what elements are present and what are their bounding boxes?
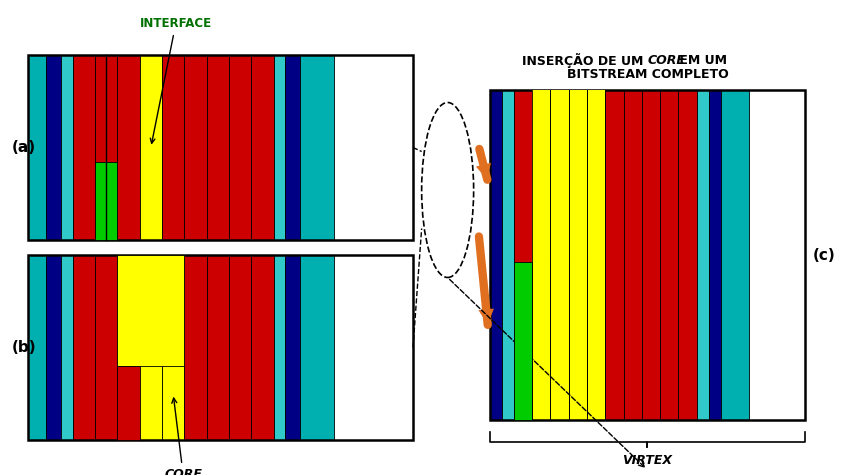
Bar: [47, 55, 61, 240]
Text: Merge entre os
bitstreams: Merge entre os bitstreams: [0, 474, 1, 475]
Text: (c): (c): [813, 247, 835, 263]
Text: EM UM: EM UM: [676, 54, 728, 67]
Bar: [490, 90, 502, 420]
Bar: [697, 90, 709, 420]
Bar: [184, 255, 206, 440]
Bar: [47, 255, 61, 440]
Bar: [502, 90, 514, 420]
Bar: [514, 262, 532, 420]
Bar: [532, 90, 550, 420]
Bar: [587, 90, 605, 420]
Text: BITSTREAM COMPLETO: BITSTREAM COMPLETO: [566, 68, 728, 82]
Bar: [95, 55, 117, 240]
Text: (b): (b): [12, 340, 37, 355]
Bar: [95, 255, 117, 440]
Bar: [490, 90, 805, 420]
Bar: [28, 55, 47, 240]
Bar: [642, 90, 661, 420]
Bar: [273, 255, 285, 440]
Bar: [709, 90, 721, 420]
Bar: [623, 90, 642, 420]
Bar: [117, 255, 162, 440]
Bar: [532, 90, 605, 262]
Bar: [251, 55, 273, 240]
Bar: [273, 55, 285, 240]
Bar: [300, 255, 335, 440]
Bar: [117, 55, 139, 240]
Bar: [73, 55, 95, 240]
Bar: [300, 55, 335, 240]
Bar: [285, 55, 300, 240]
Bar: [678, 90, 697, 420]
Text: VIRTEX: VIRTEX: [622, 454, 672, 466]
Bar: [514, 90, 532, 420]
Bar: [28, 55, 413, 240]
Bar: [139, 55, 162, 240]
Bar: [117, 366, 139, 440]
Bar: [605, 90, 623, 420]
Bar: [206, 255, 229, 440]
Text: INSERÇÃO DE UM: INSERÇÃO DE UM: [522, 53, 648, 67]
Bar: [569, 90, 587, 420]
Bar: [229, 255, 251, 440]
Text: CORE: CORE: [648, 54, 685, 67]
Bar: [95, 162, 117, 240]
Bar: [162, 255, 184, 440]
Bar: [229, 55, 251, 240]
Bar: [73, 255, 95, 440]
Text: (a): (a): [12, 140, 37, 155]
Bar: [285, 255, 300, 440]
Bar: [721, 90, 749, 420]
Bar: [661, 90, 678, 420]
Bar: [61, 55, 73, 240]
Bar: [251, 255, 273, 440]
Bar: [162, 55, 184, 240]
Bar: [61, 255, 73, 440]
Text: INTERFACE: INTERFACE: [140, 17, 212, 143]
Bar: [28, 255, 47, 440]
Bar: [117, 255, 184, 366]
Bar: [28, 255, 413, 440]
Bar: [184, 55, 206, 240]
Text: CORE: CORE: [164, 398, 202, 475]
Bar: [206, 55, 229, 240]
Bar: [550, 90, 569, 420]
